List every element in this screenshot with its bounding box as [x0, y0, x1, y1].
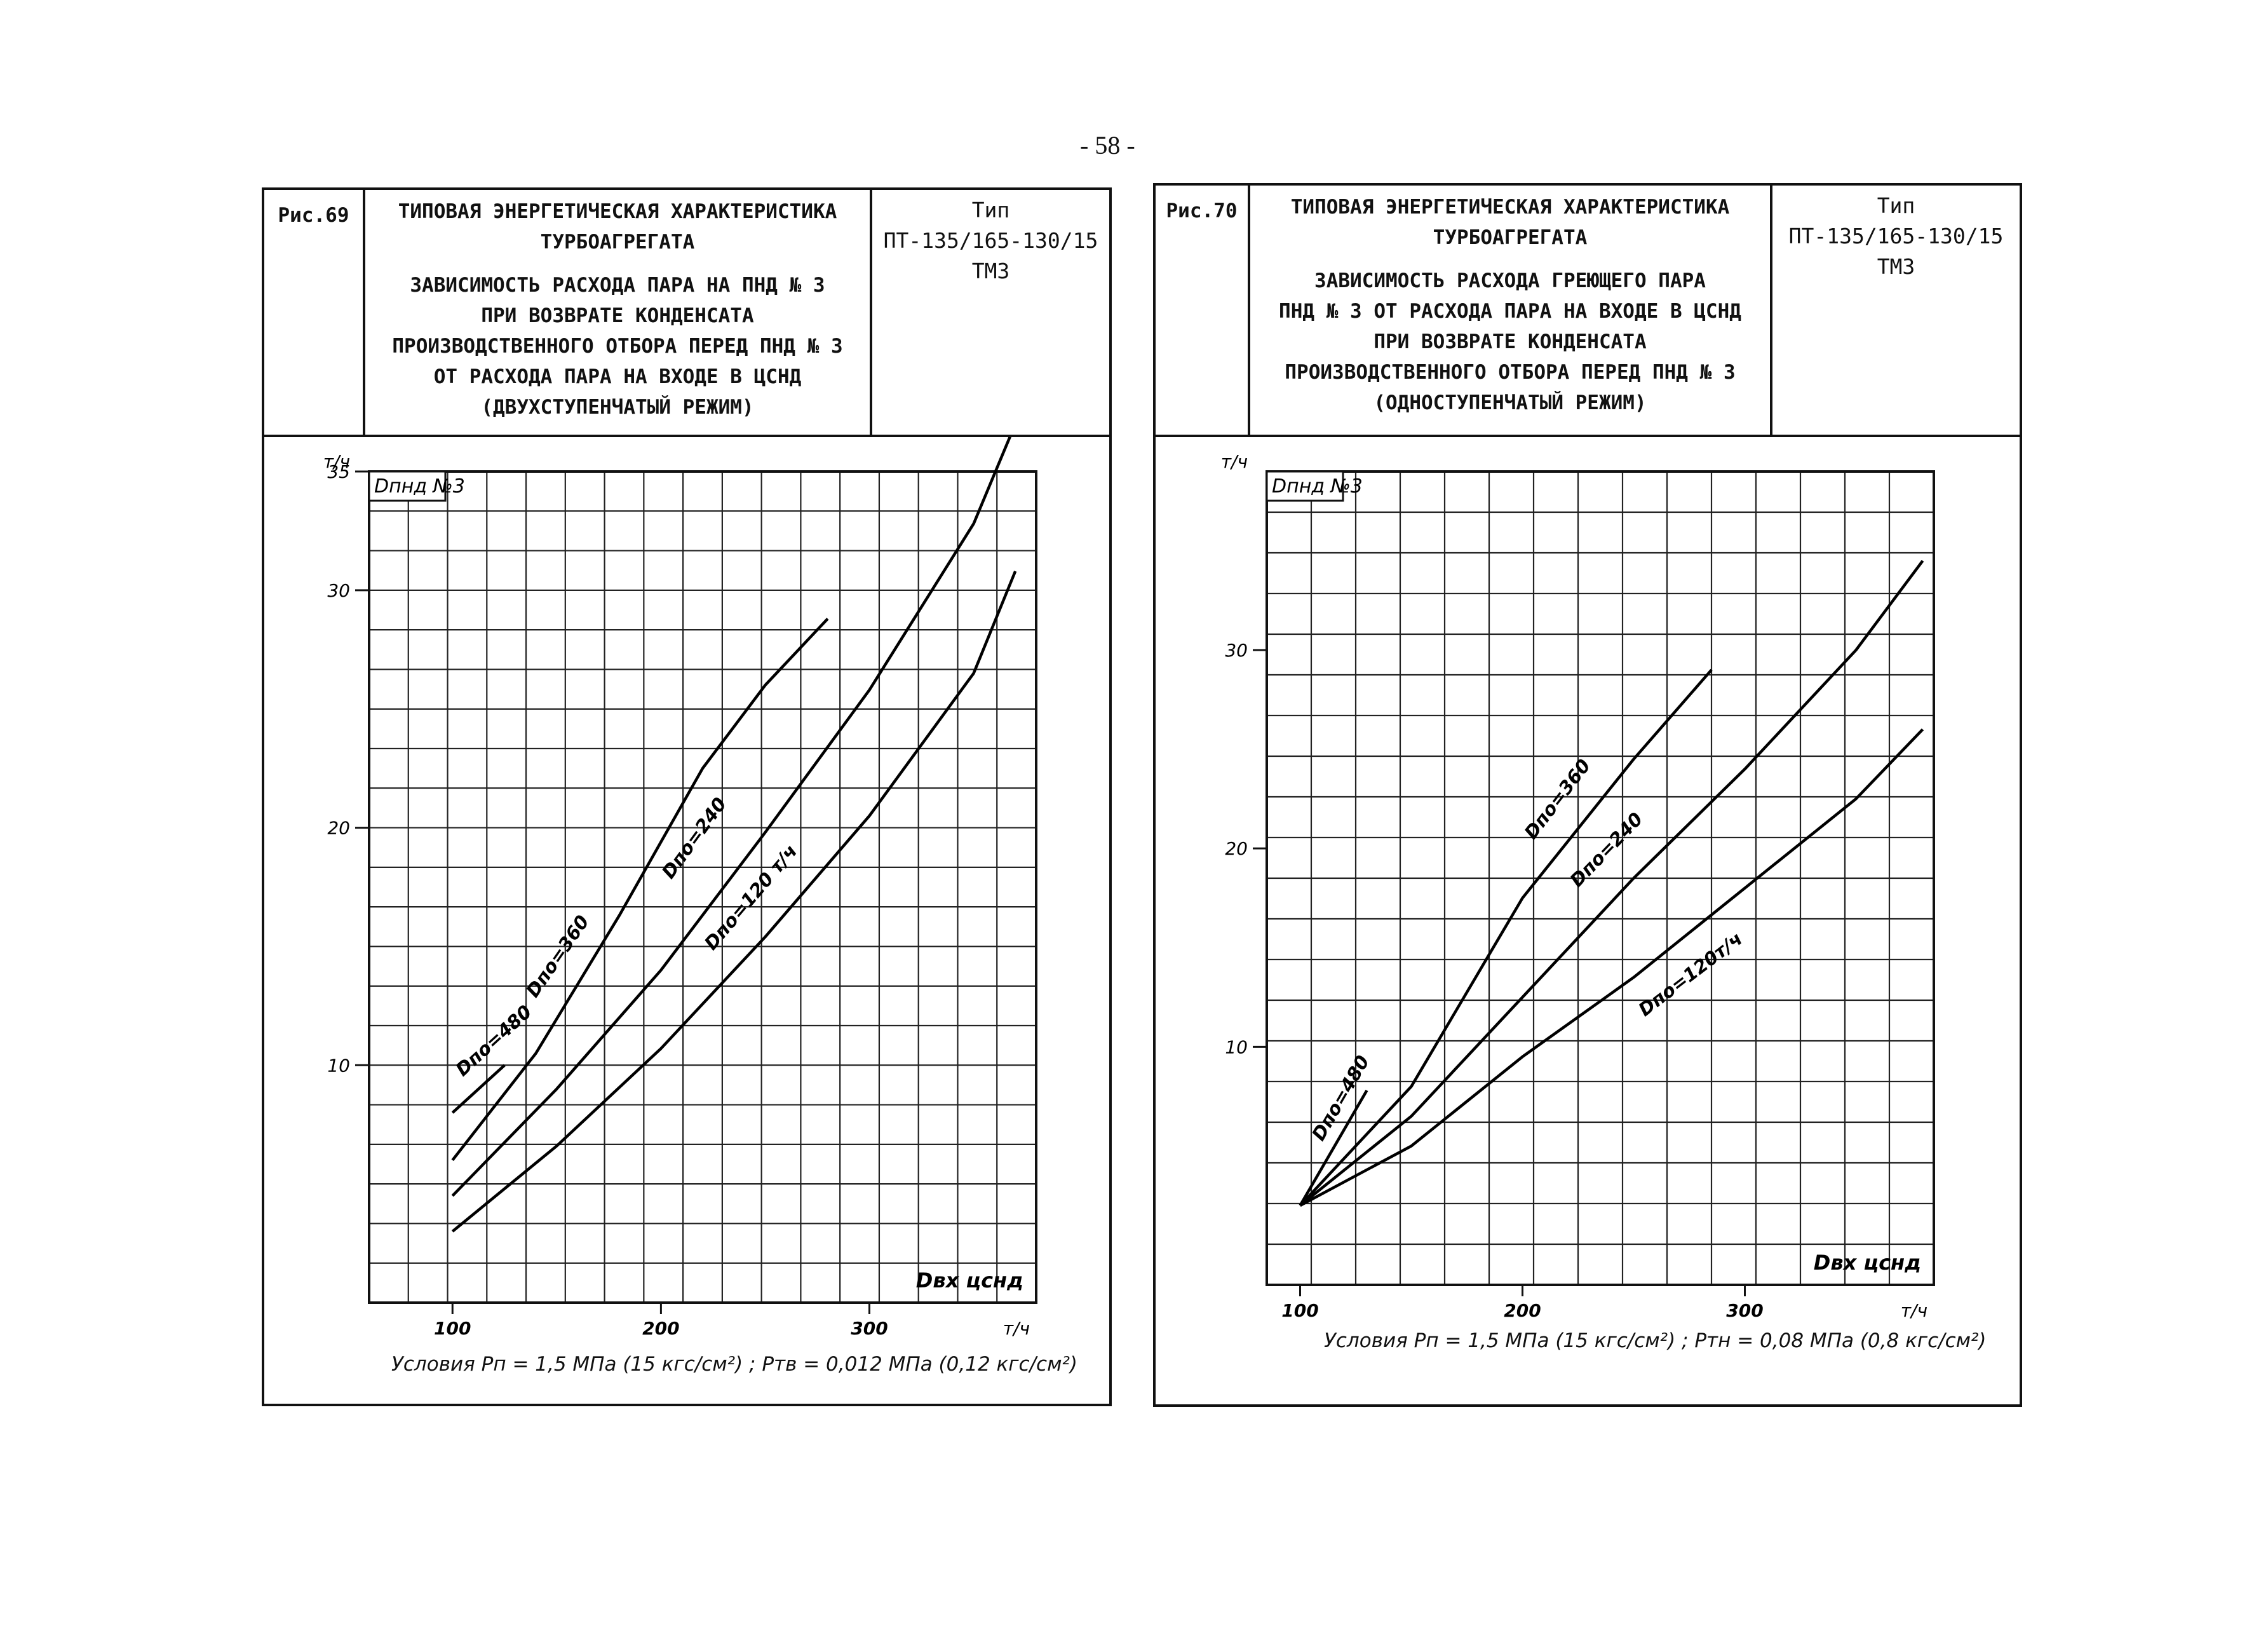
subtitle-line: ПРИ ВОЗВРАТЕ КОНДЕНСАТА	[1374, 330, 1647, 353]
series-label: Dпо=120т/ч	[1635, 928, 1747, 1021]
figure-70-header: Рис.70 ТИПОВАЯ ЭНЕРГЕТИЧЕСКАЯ ХАРАКТЕРИС…	[1156, 186, 2020, 437]
manufacturer: ТМЗ	[971, 259, 1010, 283]
series-line-D480-0	[451, 1064, 506, 1114]
figure-70-title: ТИПОВАЯ ЭНЕРГЕТИЧЕСКАЯ ХАРАКТЕРИСТИКА ТУ…	[1250, 186, 1772, 435]
subtitle-line: ЗАВИСИМОСТЬ РАСХОДА ПАРА НА ПНД № 3	[410, 274, 825, 297]
title-line: ТУРБОАГРЕГАТА	[540, 231, 695, 254]
figure-70-conditions: Условия Pп = 1,5 МПа (15 кгс/см²) ; Pтн …	[1324, 1329, 1987, 1352]
subtitle-line: (ОДНОСТУПЕНЧАТЫЙ РЕЖИМ)	[1374, 391, 1647, 414]
plot-frame	[1266, 470, 1935, 1286]
x-tick-label: 300	[851, 1318, 888, 1339]
subtitle-line: ЗАВИСИМОСТЬ РАСХОДА ГРЕЮЩЕГО ПАРА	[1314, 269, 1706, 292]
subtitle-line: ПНД № 3 ОТ РАСХОДА ПАРА НА ВХОДЕ В ЦСНД	[1279, 300, 1741, 323]
plot-frame	[368, 470, 1037, 1304]
figure-69-conditions: Условия Pп = 1,5 МПа (15 кгс/см²) ; Pтв …	[391, 1353, 1077, 1376]
figure-69-header: Рис.69 ТИПОВАЯ ЭНЕРГЕТИЧЕСКАЯ ХАРАКТЕРИС…	[264, 190, 1109, 437]
y-axis-unit: т/ч	[323, 451, 350, 472]
series-label: Dпо=360	[1520, 755, 1595, 843]
x-tick-label: 300	[1726, 1300, 1763, 1321]
figure-70-type: Тип ПТ-135/165-130/15 ТМЗ	[1772, 186, 2020, 435]
type-value: ПТ-135/165-130/15	[883, 228, 1098, 253]
figure-69-title: ТИПОВАЯ ЭНЕРГЕТИЧЕСКАЯ ХАРАКТЕРИСТИКА ТУ…	[365, 190, 872, 435]
type-label: Тип	[1877, 193, 1915, 218]
chart-title-box	[368, 470, 447, 502]
x-axis-unit: т/ч	[1901, 1300, 1927, 1321]
series-line-D120-3	[451, 571, 1017, 1233]
y-axis-unit: т/ч	[1221, 451, 1248, 472]
title-line: ТИПОВАЯ ЭНЕРГЕТИЧЕСКАЯ ХАРАКТЕРИСТИКА	[1290, 196, 1730, 219]
subtitle-line: ОТ РАСХОДА ПАРА НА ВХОДЕ В ЦСНД	[433, 365, 802, 388]
subtitle-line: ПРОИЗВОДСТВЕННОГО ОТБОРА ПЕРЕД ПНД № 3	[392, 335, 843, 358]
title-line: ТУРБОАГРЕГАТА	[1433, 226, 1588, 249]
type-label: Тип	[971, 198, 1010, 222]
title-line: ТИПОВАЯ ЭНЕРГЕТИЧЕСКАЯ ХАРАКТЕРИСТИКА	[398, 200, 837, 223]
x-axis-label: Dвх цснд	[1814, 1251, 1921, 1275]
figure-69-label: Рис.69	[264, 190, 365, 435]
subtitle-line: ПРИ ВОЗВРАТЕ КОНДЕНСАТА	[481, 304, 754, 327]
figure-70-sheet: Рис.70 ТИПОВАЯ ЭНЕРГЕТИЧЕСКАЯ ХАРАКТЕРИС…	[1153, 183, 2022, 1407]
series-line-D360-1	[1299, 668, 1713, 1207]
series-line-D360-1	[451, 618, 829, 1162]
subtitle-line: (ДВУХСТУПЕНЧАТЫЙ РЕЖИМ)	[481, 396, 754, 419]
y-tick-label: 35	[327, 461, 350, 482]
page-number: - 58 -	[1080, 131, 1135, 159]
x-tick-label: 100	[1281, 1300, 1318, 1321]
y-tick-label: 30	[1225, 640, 1248, 661]
series-line-D240-2	[1299, 560, 1924, 1207]
y-tick-label: 20	[327, 818, 350, 839]
chart-70: Dпнд №3 10 20 30 т/ч 100 200 300 т/ч Dвх цснд Dпо=…	[1221, 451, 1935, 1321]
x-axis-unit: т/ч	[1003, 1318, 1030, 1339]
figure-69-sheet: Рис.69 ТИПОВАЯ ЭНЕРГЕТИЧЕСКАЯ ХАРАКТЕРИС…	[262, 187, 1112, 1406]
figure-69-type: Тип ПТ-135/165-130/15 ТМЗ	[872, 190, 1109, 435]
figure-70-label: Рис.70	[1156, 186, 1250, 435]
x-tick-label: 100	[434, 1318, 471, 1339]
type-value: ПТ-135/165-130/15	[1788, 224, 2004, 248]
x-axis-label: Dвх цснд	[916, 1268, 1023, 1292]
chart-title: Dпнд №3	[1272, 475, 1363, 498]
series-label: Dпо=360	[522, 911, 593, 1001]
y-tick-label: 10	[327, 1055, 350, 1076]
chart-title: Dпнд №3	[374, 475, 465, 498]
subtitle-line: ПРОИЗВОДСТВЕННОГО ОТБОРА ПЕРЕД ПНД № 3	[1285, 361, 1736, 384]
series-line-D240-2	[451, 437, 1011, 1197]
y-tick-label: 10	[1225, 1036, 1248, 1057]
chart-title-box	[1266, 470, 1344, 502]
y-tick-label: 30	[327, 580, 350, 601]
y-tick-label: 20	[1225, 838, 1248, 859]
x-tick-label: 200	[642, 1318, 679, 1339]
series-line-D480-0	[1299, 1089, 1368, 1207]
x-tick-label: 200	[1504, 1300, 1541, 1321]
series-label: Dпо=240	[658, 794, 731, 883]
manufacturer: ТМЗ	[1877, 254, 1915, 279]
series-line-D120-3	[1299, 728, 1924, 1207]
